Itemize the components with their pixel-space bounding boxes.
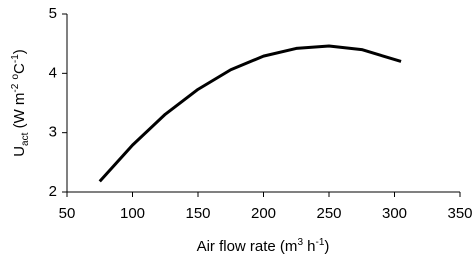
label-part: ) — [324, 238, 329, 255]
label-part: h — [303, 238, 316, 255]
label-part: U — [11, 146, 28, 157]
x-tick-label: 200 — [251, 205, 276, 222]
y-tick-label: 2 — [49, 183, 57, 200]
label-part: act — [20, 132, 31, 146]
x-tick-label: 100 — [120, 205, 145, 222]
y-axis-label: Uact (W m-2 oC-1) — [10, 49, 31, 157]
label-part: -2 — [10, 83, 21, 92]
data-line — [98, 44, 402, 183]
label-part: o — [10, 74, 21, 80]
x-axis-label: Air flow rate (m3 h-1) — [197, 237, 330, 255]
y-tick-label: 4 — [49, 64, 57, 81]
x-tick-label: 150 — [185, 205, 210, 222]
y-tick-label: 5 — [49, 5, 57, 22]
label-part: Air flow rate (m — [197, 238, 298, 255]
x-tick-label: 350 — [447, 205, 472, 222]
label-part: C — [11, 63, 28, 74]
x-tick-label: 300 — [382, 205, 407, 222]
x-tick-label: 50 — [59, 205, 76, 222]
label-part: -1 — [316, 237, 325, 248]
y-tick-label: 3 — [49, 124, 57, 141]
x-tick-label: 250 — [316, 205, 341, 222]
label-part: (W m — [11, 93, 28, 133]
label-part: -1 — [10, 54, 21, 63]
label-part: ) — [11, 49, 28, 54]
label-part: 3 — [297, 237, 303, 248]
